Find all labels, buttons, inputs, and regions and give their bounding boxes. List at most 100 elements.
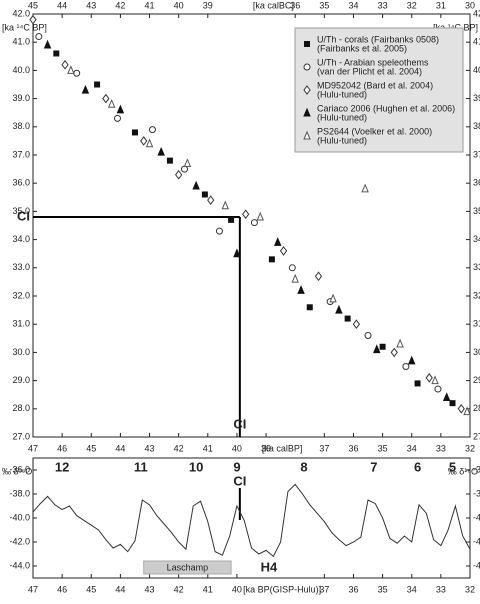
plot-frame — [32, 457, 471, 579]
y-axis-label: [ka ¹⁴C BP] — [2, 22, 47, 32]
data-point — [335, 304, 343, 314]
data-point — [297, 285, 305, 294]
data-point — [192, 180, 200, 190]
data-point — [425, 372, 433, 383]
y-tick-label-right: 32.0 — [473, 290, 480, 300]
legend-box — [294, 27, 464, 153]
y-tick-label: -42.0 — [9, 536, 30, 546]
y-tick-label: 30.0 — [12, 347, 30, 357]
y-tick-label: 32.0 — [12, 290, 30, 300]
data-point — [449, 400, 456, 407]
data-point — [61, 59, 69, 70]
data-point — [242, 209, 250, 220]
y-tick-label-right: 33.0 — [473, 262, 480, 272]
y-tick-label: 29.0 — [12, 375, 30, 385]
x-tick-label: 45 — [86, 443, 96, 453]
stadial-label: 7 — [370, 459, 377, 474]
data-point — [291, 273, 299, 283]
x-tick-label: 37 — [319, 584, 329, 594]
data-point — [43, 39, 52, 49]
data-point — [166, 157, 173, 164]
x-tick-label: 42 — [174, 443, 184, 453]
legend-label: U/Th - Arabian speleothems — [317, 57, 429, 67]
x-tick-label: 43 — [145, 584, 155, 594]
data-point — [140, 136, 148, 146]
x-tick-label: 32 — [465, 584, 475, 594]
data-point — [361, 183, 369, 193]
ci-label: CI — [233, 473, 246, 488]
legend-ref: (Hulu-tuned) — [317, 135, 367, 145]
data-point — [288, 264, 296, 272]
legend-marker — [303, 85, 311, 95]
y-tick-label: -38.0 — [9, 488, 30, 498]
data-point — [145, 138, 154, 148]
legend-marker — [303, 107, 311, 117]
y-tick-label-right: -36.0 — [473, 464, 480, 474]
ci-label: CI — [233, 416, 246, 431]
data-point — [180, 165, 188, 173]
data-point — [116, 104, 125, 114]
x-tick-label: 40 — [232, 584, 242, 594]
legend-marker — [303, 63, 311, 71]
ci-label: CI — [17, 208, 30, 223]
data-point — [268, 256, 275, 263]
y-tick-label-right: -44.0 — [473, 560, 480, 570]
x-tick-label: 47 — [28, 584, 38, 594]
data-point — [113, 114, 121, 122]
x-tick-label: 33 — [436, 584, 446, 594]
x2-tick-label: 44 — [57, 0, 67, 10]
h4-label: H4 — [261, 559, 278, 574]
y-tick-label: -36.0 — [9, 464, 30, 474]
data-point — [215, 227, 223, 235]
x-tick-label: 46 — [57, 443, 67, 453]
y-tick-label-right: -42.0 — [473, 536, 480, 546]
x-tick-label: 43 — [145, 443, 155, 453]
x-tick-label: 41 — [203, 584, 213, 594]
y-tick-label: 27.0 — [12, 431, 30, 441]
x2-tick-label: 34 — [348, 0, 358, 10]
data-point — [67, 65, 75, 74]
x-tick-label: 37 — [319, 443, 329, 453]
y-tick-label-right: 39.0 — [473, 93, 480, 103]
data-point — [457, 403, 465, 414]
x-tick-label: 41 — [203, 443, 213, 453]
y-tick-label: 38.0 — [12, 121, 30, 131]
stadial-label: 5 — [449, 459, 456, 474]
data-point — [81, 84, 90, 94]
data-point — [53, 50, 60, 57]
x2-tick-label: 35 — [319, 0, 329, 10]
x2-tick-label: 39 — [203, 0, 213, 10]
stadial-label: 11 — [134, 459, 148, 474]
data-point — [228, 216, 235, 223]
legend-ref: (Fairbanks et al. 2005) — [317, 43, 407, 53]
x2-tick-label: 45 — [28, 0, 38, 10]
data-point — [175, 169, 183, 180]
y-tick-label-right: -40.0 — [473, 512, 480, 522]
y-tick-label-right: 34.0 — [473, 234, 480, 244]
data-point — [233, 248, 241, 258]
data-point — [221, 200, 230, 210]
x2-tick-label: 36 — [290, 0, 300, 10]
data-point — [157, 146, 165, 156]
data-point — [279, 246, 288, 256]
data-point — [373, 344, 381, 354]
data-point — [434, 385, 442, 393]
data-point — [102, 93, 110, 104]
legend-ref: (Hulu-tuned) — [317, 89, 367, 99]
legend-ref: (Hulu-tuned) — [317, 112, 367, 122]
legend-label: Cariaco 2006 (Hughen et al. 2006) — [317, 103, 455, 113]
y-axis-label-right: [ka ¹⁴C BP] — [433, 22, 478, 32]
data-point — [442, 392, 451, 402]
stadial-label: 12 — [55, 459, 69, 474]
x-axis-label: [ka BP(GISP-Hulu)] — [243, 584, 321, 594]
data-point — [207, 195, 215, 205]
y-tick-label: 36.0 — [12, 178, 30, 188]
y-tick-label-right: 29.0 — [473, 375, 480, 385]
y-tick-label: 31.0 — [12, 319, 30, 329]
data-point — [148, 126, 156, 134]
y-tick-label-right: 30.0 — [473, 347, 480, 357]
legend-label: PS2644 (Voelker et al. 2000) — [317, 126, 432, 136]
y-tick-label: -40.0 — [9, 512, 30, 522]
y-tick-label: 42.0 — [12, 8, 30, 18]
